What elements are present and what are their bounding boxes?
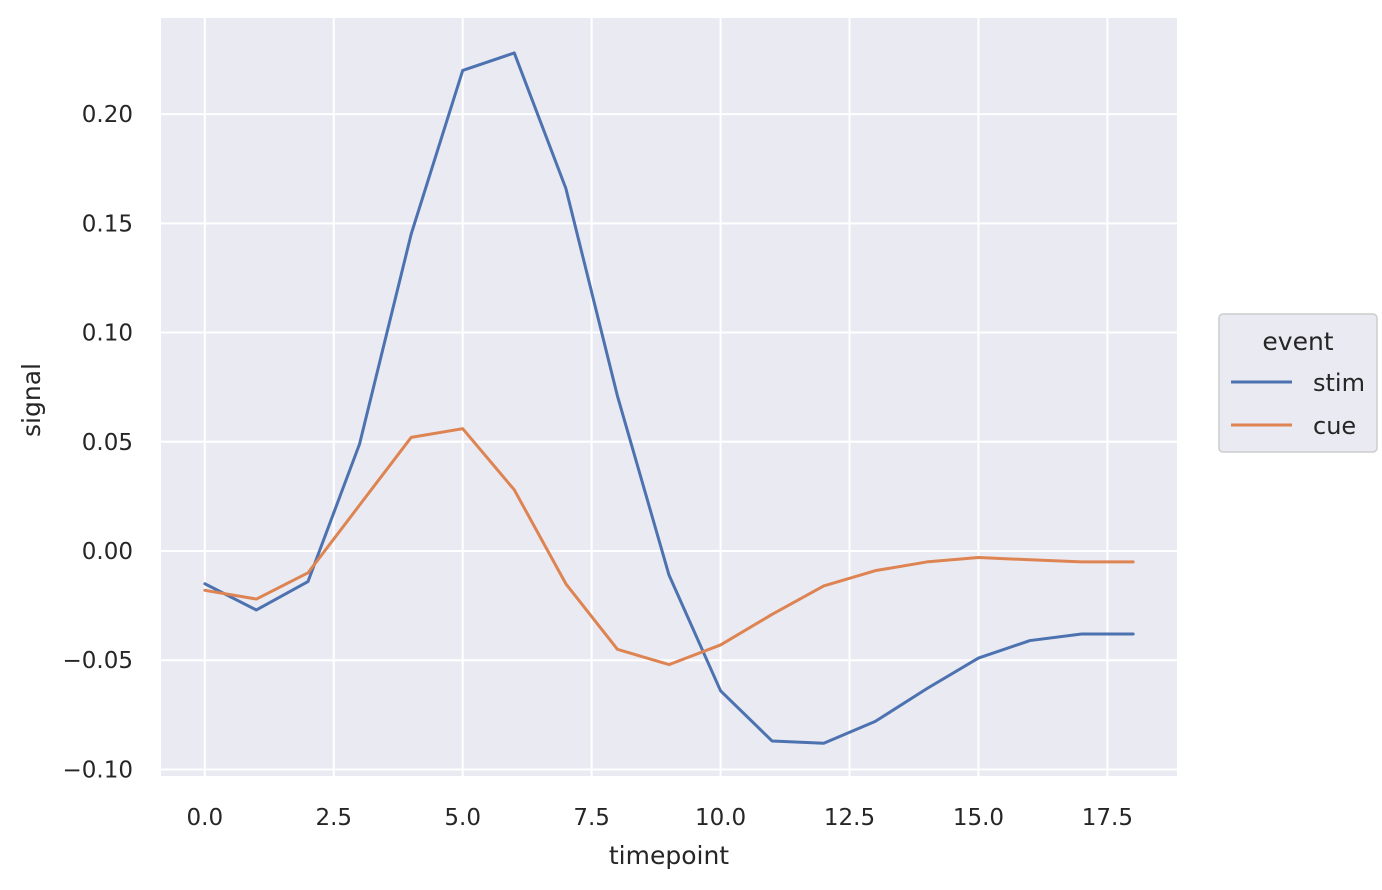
x-tick-label: 17.5 [1082, 805, 1133, 831]
legend-label-stim: stim [1313, 369, 1365, 397]
x-tick-label: 2.5 [315, 805, 352, 831]
y-axis-label: signal [17, 363, 46, 437]
y-tick-label: 0.20 [82, 102, 133, 128]
y-tick-label: −0.10 [63, 757, 133, 783]
x-tick-labels: 0.0 2.5 5.0 7.5 10.0 12.5 15.0 17.5 [187, 805, 1133, 831]
y-tick-label: −0.05 [63, 648, 133, 674]
legend: event stim cue [1218, 313, 1378, 453]
x-tick-label: 0.0 [187, 805, 224, 831]
x-tick-label: 7.5 [573, 805, 610, 831]
series-lines [203, 51, 1135, 745]
y-tick-label: 0.00 [82, 539, 133, 565]
legend-frame [1218, 313, 1378, 453]
y-tick-label: 0.10 [82, 321, 133, 347]
x-tick-label: 10.0 [695, 805, 746, 831]
x-tick-label: 15.0 [953, 805, 1004, 831]
legend-label-cue: cue [1313, 412, 1356, 440]
y-tick-labels: 0.20 0.15 0.10 0.05 0.00 −0.05 −0.10 [63, 102, 133, 783]
legend-title: event [1262, 327, 1333, 356]
grid-lines [161, 18, 1177, 776]
y-tick-label: 0.05 [82, 430, 133, 456]
series-line-cue [203, 427, 1135, 667]
y-tick-label: 0.15 [82, 211, 133, 237]
series-line-stim [203, 51, 1135, 745]
plot-background [161, 18, 1177, 776]
x-tick-label: 5.0 [444, 805, 481, 831]
x-tick-label: 12.5 [824, 805, 875, 831]
x-axis-label: timepoint [609, 841, 729, 870]
